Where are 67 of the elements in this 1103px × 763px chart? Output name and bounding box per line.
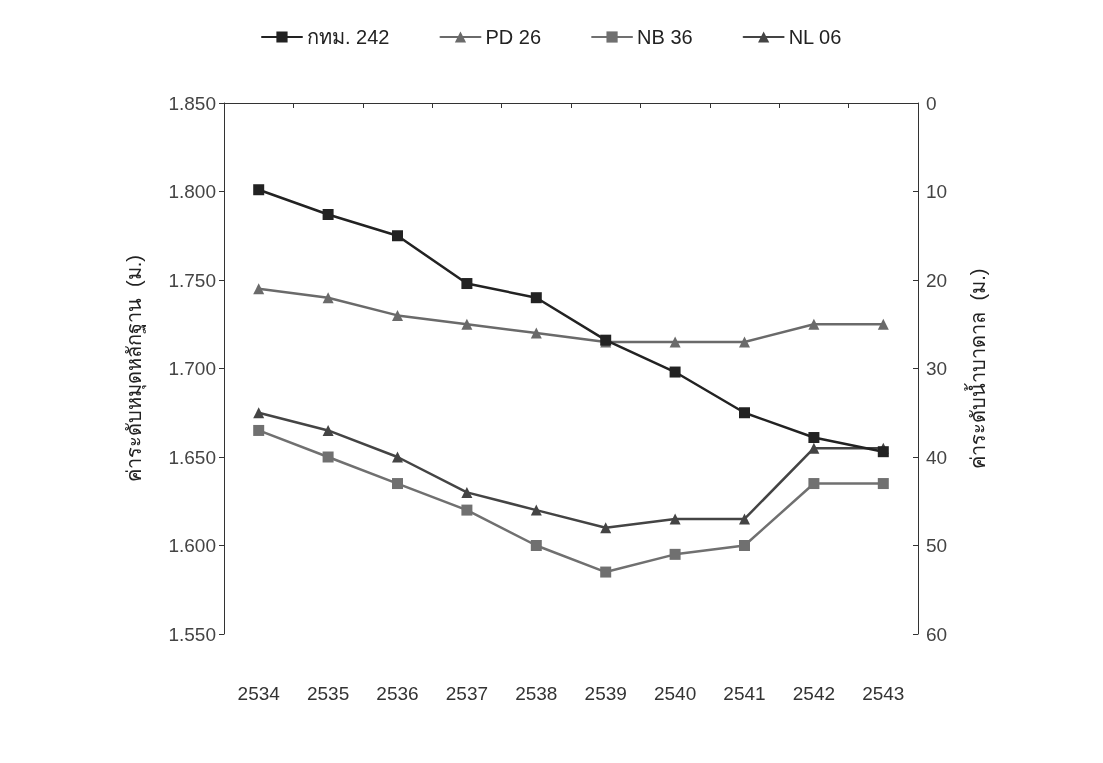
x-tick-label: 2535 [306,683,350,704]
point [600,566,612,578]
legend-label: PD 26 [485,26,542,48]
legend-label: NB 36 [637,26,693,48]
point [530,504,542,516]
point [739,513,750,525]
x-tick-label: 2539 [584,683,627,704]
legend-label: NL 06 [788,26,842,48]
y2-tick-label: 50 [926,535,948,556]
point [461,318,473,330]
point [392,478,403,490]
point [600,522,612,534]
point [253,184,265,196]
point [530,327,542,339]
y2-tick-label: 10 [926,181,948,202]
point [808,318,820,330]
point [530,540,542,551]
y-tick-label: 1.700 [168,358,216,379]
y2-tick-label: 60 [926,623,948,645]
y2-tick-label: 0 [926,92,937,114]
x-tick-label: 2536 [376,683,419,704]
point [253,424,265,436]
point [322,424,334,436]
point [530,292,542,304]
y2-tick-label: 40 [926,446,948,468]
point [739,336,750,348]
x-tick-label: 2534 [237,683,281,704]
x-tick-label: 2538 [515,683,558,704]
x-tick-label: 2541 [723,683,766,704]
y-tick-label: 1.850 [168,92,216,114]
point [808,432,820,444]
x-tick-label: 2543 [862,683,905,704]
point [669,513,681,525]
x-tick-label: 2540 [653,683,697,704]
point [877,446,889,458]
point [253,283,265,295]
point [322,209,334,221]
point [877,478,889,490]
point [253,407,265,419]
point [669,336,681,348]
point [322,292,334,304]
y-tick-label: 1.550 [168,623,216,645]
point [392,451,403,463]
point [461,278,473,290]
y2-tick-label: 30 [926,358,948,379]
y-tick-label: 1.750 [168,269,216,291]
point [669,548,681,560]
point [322,451,334,463]
y-tick-label: 1.650 [168,446,216,468]
y2-tick-label: 20 [926,269,948,291]
point [739,540,750,551]
y2-axis-title: ค่าระดับน้ำบาดาล (ม.) [964,268,989,469]
x-tick-label: 2542 [792,683,836,704]
x-tick-label: 2537 [445,683,489,704]
point [392,230,403,242]
point [808,442,820,454]
legend-label: กทม. 242 [306,26,390,48]
point [461,504,473,516]
point [461,486,473,498]
point [392,309,403,321]
point [669,366,681,378]
y-tick-label: 1.800 [168,181,216,202]
y-tick-label: 1.600 [168,535,216,556]
y-axis-title: ค่าระดับหมุดหลักฐาน (ม.) [123,255,147,482]
point [808,478,820,490]
point [739,407,750,419]
point [877,318,889,330]
